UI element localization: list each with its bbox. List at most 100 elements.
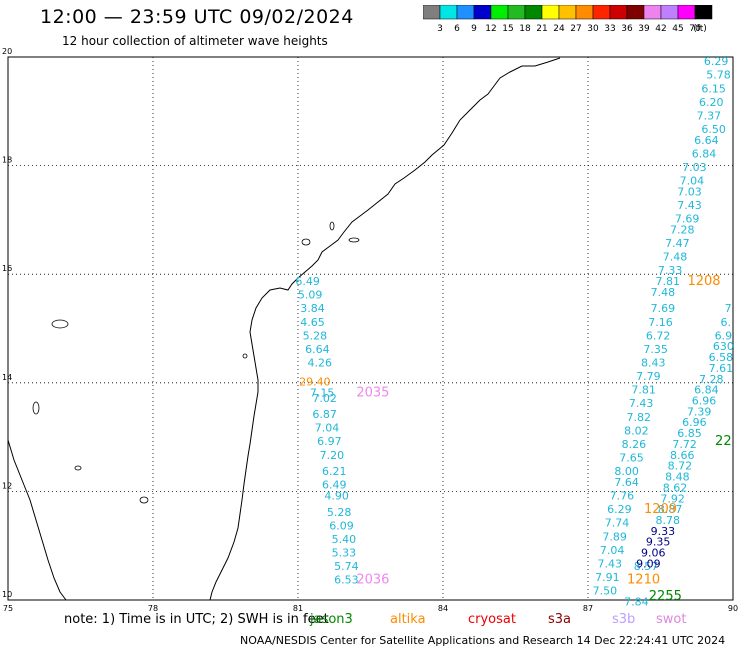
wave-height-label: 8.26 [622,438,647,451]
wave-height-label: 7.81 [656,275,681,288]
wave-height-label: 9.33 [651,525,676,538]
wave-height-label: 8.78 [656,514,681,527]
wave-height-label: 4.65 [300,316,325,329]
wave-height-label: 8.72 [668,460,693,473]
footer-note: note: 1) Time is in UTC; 2) SWH is in fe… [64,612,329,627]
wave-height-label: 7.84 [624,595,649,608]
pass-time-label: 2035 [356,385,389,400]
colorbar-label: 30 [587,24,599,33]
coastline-india-east [209,57,561,601]
wave-height-label: 5.40 [332,533,357,546]
wave-height-label: 8.87 [658,503,683,516]
pass-time-label: 2255 [649,589,682,604]
wave-height-label: 5.28 [303,329,328,342]
coast-feature [348,237,360,243]
wave-height-label: 7.28 [699,373,724,386]
legend-s3b: s3b [612,612,636,627]
wave-height-label: 4.26 [308,357,333,370]
colorbar-label: 33 [604,24,615,33]
wave-height-label: 7.16 [648,316,673,329]
wave-height-label: 7.65 [619,452,644,465]
wave-height-label: 6.15 [701,82,726,95]
lon-tick-label: 75 [3,604,13,613]
coast-feature [242,353,248,359]
wave-height-label: 7.04 [315,422,340,435]
credit-line: NOAA/NESDIS Center for Satellite Applica… [240,634,726,647]
wave-height-label: 8.57 [634,560,659,573]
wave-height-label: 7.35 [643,343,668,356]
wave-height-label: 7.72 [672,438,697,451]
wave-height-label: 7.48 [663,251,688,264]
wave-height-label: 7.04 [680,175,705,188]
coast-feature [139,496,149,504]
wave-height-label: 7.89 [602,530,627,543]
wave-height-label: 6.84 [694,384,719,397]
wave-height-label: 6.49 [295,275,320,288]
lon-tick-label: 78 [148,604,158,613]
wave-height-label: 6.29 [607,503,632,516]
wave-height-label: 9.35 [646,536,671,549]
colorbar-label: 9 [471,24,477,33]
wave-height-label: 5.78 [706,69,731,82]
colorbar-label: 45 [672,24,683,33]
pass-time-label: 2036 [356,573,389,588]
track-swot: 2036 [356,573,389,588]
wave-height-label: 7 [725,302,732,315]
wave-height-label: 7.03 [682,161,707,174]
wave-height-label: 5.09 [298,289,323,302]
lon-tick-label: 81 [293,604,303,613]
pass-time-label: 22 [715,434,732,449]
pass-time-label: 1210 [627,573,660,588]
coast-feature [51,319,69,329]
wave-height-label: 29.40 [299,376,331,389]
wave-height-label: 5.74 [334,560,359,573]
wave-height-label: 7.43 [677,199,702,212]
wave-height-label: 5.28 [327,506,352,519]
wave-height-label: 7.92 [660,492,685,505]
wave-height-label: 7.39 [687,405,712,418]
lon-tick-label: 87 [583,604,593,613]
wave-height-label: 7.74 [605,517,630,530]
wave-height-label: 7.43 [629,397,654,410]
wave-height-label: 6.84 [692,147,717,160]
wave-height-label: 7.82 [627,411,652,424]
wave-height-label: 7.69 [651,302,676,315]
colorbar-label: 70 [689,24,701,33]
coastline-india-west [7,439,67,601]
wave-height-label: 8.43 [641,357,666,370]
wave-height-label: 630 [713,340,734,353]
lat-tick-label: 20 [2,47,12,56]
wave-height-label: 6.64 [305,343,330,356]
legend-altika: altika [390,612,426,627]
wave-height-label: 6.9 [715,329,733,342]
lon-tick-label: 90 [728,604,738,613]
wave-height-label: 7.91 [595,571,620,584]
wave-height-label: 3.84 [300,302,325,315]
wave-height-label: 7.69 [675,213,700,226]
wave-height-label: 7.28 [670,223,695,236]
colorbar-label: 36 [621,24,633,33]
colorbar-label: 24 [553,24,565,33]
wave-height-label: 7.20 [320,449,345,462]
legend-s3a: s3a [548,612,572,627]
lat-tick-label: 16 [2,264,12,273]
colorbar-label: 27 [570,24,581,33]
wave-height-label: 6.50 [701,123,726,136]
pass-time-label: 1209 [644,502,677,517]
map-frame [7,56,734,601]
track-swot: 2035 [356,385,389,400]
legend-swot: swot [656,612,687,627]
colorbar: 3 6 9 12 15 18 21 24 27 30 33 36 39 42 45 70(ft) [423,5,713,33]
colorbar-label: 3 [437,24,443,33]
wave-height-label: 9.09 [636,557,661,570]
wave-height-label: 7.33 [658,264,683,277]
wave-height-label: 7.81 [631,384,656,397]
wave-height-label: 6.96 [682,416,707,429]
wave-height-label: 7.03 [677,185,702,198]
wave-height-label: 8.48 [665,471,690,484]
colorbar-label: 12 [485,24,496,33]
coast-feature [301,238,311,246]
colorbar-unit: (ft) [693,24,707,33]
wave-height-label: 6. [721,316,732,329]
